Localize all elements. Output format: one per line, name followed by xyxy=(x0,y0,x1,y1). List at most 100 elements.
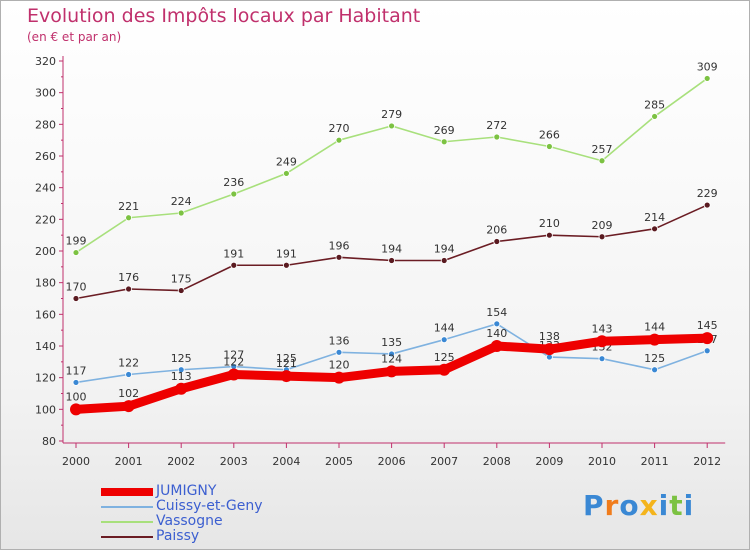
data-point-jumigny xyxy=(490,340,503,352)
data-point-jumigny xyxy=(280,370,293,383)
logo-letter: i xyxy=(658,489,670,522)
data-point-cuissy-et-geny xyxy=(703,347,711,355)
data-label-jumigny: 100 xyxy=(66,390,87,403)
data-label-vassogne: 269 xyxy=(434,124,455,137)
y-tick-label: 160 xyxy=(35,308,56,321)
data-label-jumigny: 140 xyxy=(486,327,507,340)
data-label-paissy: 191 xyxy=(276,247,297,260)
data-label-vassogne: 272 xyxy=(486,119,507,132)
data-label-paissy: 191 xyxy=(223,247,244,260)
logo-letter: i xyxy=(683,489,695,522)
data-point-vassogne xyxy=(703,75,711,82)
x-tick-label: 2012 xyxy=(693,455,721,468)
x-tick-label: 2006 xyxy=(378,455,406,468)
data-point-jumigny xyxy=(227,368,240,381)
x-tick-label: 2011 xyxy=(641,455,669,468)
logo-letter: t xyxy=(669,489,684,522)
chart-subtitle: (en € et par an) xyxy=(27,30,122,44)
data-label-jumigny: 120 xyxy=(329,359,350,372)
y-tick-label: 260 xyxy=(35,150,56,163)
y-tick-label: 100 xyxy=(35,403,56,416)
y-tick-label: 300 xyxy=(35,87,56,100)
data-point-jumigny xyxy=(701,332,714,345)
data-point-vassogne xyxy=(335,136,343,144)
data-label-paissy: 214 xyxy=(644,211,665,224)
legend-label: JUMIGNY xyxy=(156,483,217,499)
data-label-vassogne: 270 xyxy=(329,122,350,135)
data-label-vassogne: 224 xyxy=(171,195,192,208)
data-point-jumigny xyxy=(333,371,345,384)
data-point-cuissy-et-geny xyxy=(125,371,132,378)
data-label-paissy: 170 xyxy=(66,281,87,294)
data-point-cuissy-et-geny xyxy=(177,366,185,374)
data-point-paissy xyxy=(546,231,553,239)
data-point-paissy xyxy=(230,261,238,269)
y-tick-label: 320 xyxy=(35,55,56,68)
y-tick-label: 240 xyxy=(35,182,56,195)
data-label-cuissy-et-geny: 144 xyxy=(434,322,455,335)
data-label-cuissy-et-geny: 125 xyxy=(171,352,192,365)
x-tick-label: 2008 xyxy=(483,455,511,468)
data-label-vassogne: 279 xyxy=(381,108,402,121)
legend-swatch xyxy=(101,536,153,538)
data-point-paissy xyxy=(72,295,80,302)
data-point-paissy xyxy=(493,238,501,245)
data-point-cuissy-et-geny xyxy=(651,366,658,374)
data-label-vassogne: 249 xyxy=(276,155,297,168)
data-point-cuissy-et-geny xyxy=(388,350,396,358)
data-label-paissy: 194 xyxy=(381,243,402,256)
data-label-jumigny: 121 xyxy=(276,357,297,370)
data-point-cuissy-et-geny xyxy=(440,336,448,344)
x-tick-label: 2007 xyxy=(430,455,458,468)
data-label-vassogne: 285 xyxy=(644,98,665,111)
data-label-paissy: 176 xyxy=(118,271,139,284)
data-point-jumigny xyxy=(175,382,188,395)
logo-letter: x xyxy=(639,489,659,522)
y-tick-label: 180 xyxy=(35,277,56,290)
data-point-vassogne xyxy=(72,249,80,256)
data-point-vassogne xyxy=(230,190,238,198)
legend-label: Cuissy-et-Geny xyxy=(156,498,263,514)
data-label-jumigny: 122 xyxy=(223,356,244,369)
proxiti-logo: Proxiti xyxy=(583,489,694,522)
data-point-jumigny xyxy=(596,335,608,348)
data-point-paissy xyxy=(177,287,185,294)
y-tick-label: 220 xyxy=(35,213,56,226)
data-label-paissy: 229 xyxy=(697,187,718,200)
data-point-paissy xyxy=(598,233,606,241)
data-point-vassogne xyxy=(493,133,501,141)
data-point-jumigny xyxy=(438,363,451,376)
legend-swatch xyxy=(101,521,153,523)
y-tick-label: 120 xyxy=(35,372,56,385)
x-tick-label: 2002 xyxy=(167,455,195,468)
data-label-cuissy-et-geny: 117 xyxy=(66,364,87,377)
data-label-jumigny: 125 xyxy=(434,351,455,364)
data-point-jumigny xyxy=(70,403,82,416)
data-label-vassogne: 199 xyxy=(66,235,87,248)
data-point-vassogne xyxy=(598,157,606,165)
data-point-paissy xyxy=(125,285,132,293)
x-tick-label: 2009 xyxy=(535,455,563,468)
data-point-cuissy-et-geny xyxy=(72,379,80,386)
legend-label: Vassogne xyxy=(156,513,223,529)
data-point-cuissy-et-geny xyxy=(598,355,606,363)
data-point-jumigny xyxy=(122,400,135,413)
data-label-jumigny: 143 xyxy=(592,322,613,335)
data-point-vassogne xyxy=(440,138,448,146)
data-label-paissy: 209 xyxy=(592,219,613,232)
chart-title: Evolution des Impôts locaux par Habitant xyxy=(27,5,421,27)
logo-letter: P xyxy=(583,489,605,522)
legend-label: Paissy xyxy=(156,528,200,544)
data-label-vassogne: 309 xyxy=(697,60,718,73)
series-line-vassogne xyxy=(75,77,709,254)
x-tick-label: 2010 xyxy=(588,455,616,468)
data-point-vassogne xyxy=(388,122,396,130)
data-label-cuissy-et-geny: 135 xyxy=(381,336,402,349)
data-point-cuissy-et-geny xyxy=(493,320,501,328)
x-tick-label: 2001 xyxy=(115,455,143,468)
data-label-vassogne: 236 xyxy=(223,176,244,189)
data-label-jumigny: 124 xyxy=(381,352,402,365)
data-point-paissy xyxy=(440,257,448,264)
data-label-jumigny: 138 xyxy=(539,330,560,343)
